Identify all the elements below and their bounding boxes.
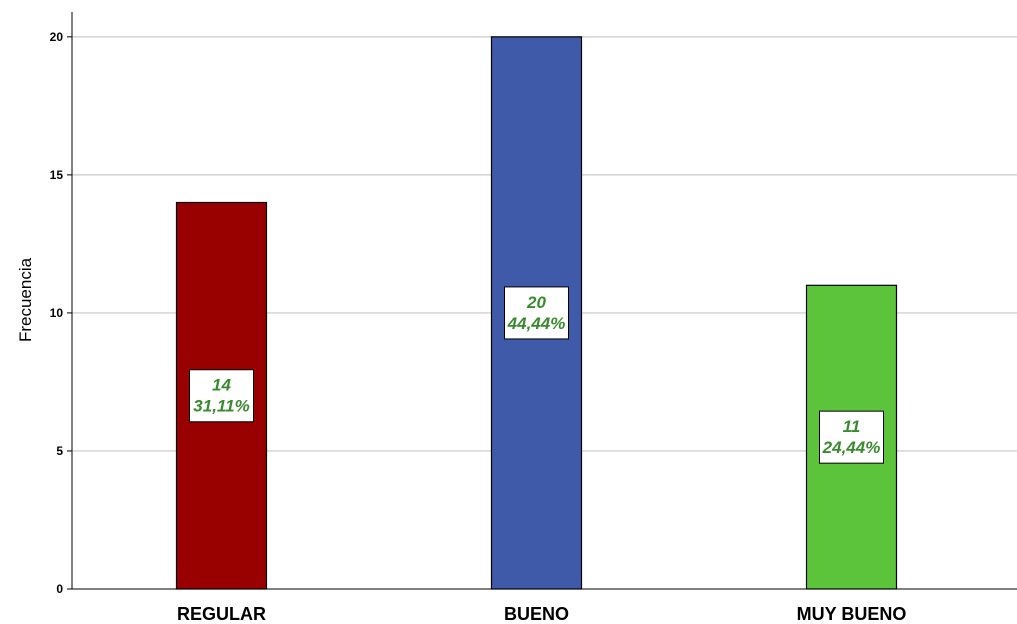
x-axis-ticks: REGULAR BUENO MUY BUENO xyxy=(177,604,906,624)
x-tick-label: REGULAR xyxy=(177,604,266,624)
data-label-percent: 44,44% xyxy=(507,314,566,333)
data-label-count: 11 xyxy=(843,417,861,436)
x-tick-label: BUENO xyxy=(504,604,569,624)
data-label-count: 14 xyxy=(212,376,231,395)
bars: 14 31,11% 20 44,44% 11 24,44% xyxy=(175,36,898,590)
data-label-box xyxy=(189,369,254,423)
data-label-count: 20 xyxy=(526,293,546,312)
data-label-percent: 24,44% xyxy=(822,438,881,457)
y-tick-label: 15 xyxy=(50,168,64,182)
y-axis-label: Frecuencia xyxy=(16,257,35,342)
data-label-box xyxy=(504,286,569,340)
y-tick-label: 20 xyxy=(50,30,64,44)
y-tick-label: 10 xyxy=(50,306,64,320)
y-tick-label: 5 xyxy=(56,444,63,458)
x-tick-label: MUY BUENO xyxy=(797,604,907,624)
data-label-percent: 31,11% xyxy=(193,397,249,416)
y-tick-label: 0 xyxy=(56,582,63,596)
y-axis-ticks: 0 5 10 15 20 xyxy=(50,30,72,596)
data-label-box xyxy=(819,410,884,464)
